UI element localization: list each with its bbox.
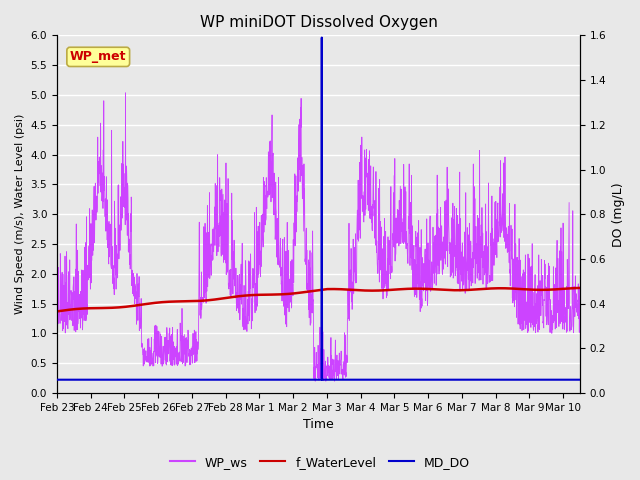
Text: WP_met: WP_met: [70, 50, 127, 63]
Y-axis label: DO (mg/L): DO (mg/L): [612, 182, 625, 247]
Y-axis label: Wind Speed (m/s), Water Level (psi): Wind Speed (m/s), Water Level (psi): [15, 114, 25, 314]
Legend: WP_ws, f_WaterLevel, MD_DO: WP_ws, f_WaterLevel, MD_DO: [165, 451, 475, 474]
X-axis label: Time: Time: [303, 419, 334, 432]
Title: WP miniDOT Dissolved Oxygen: WP miniDOT Dissolved Oxygen: [200, 15, 437, 30]
